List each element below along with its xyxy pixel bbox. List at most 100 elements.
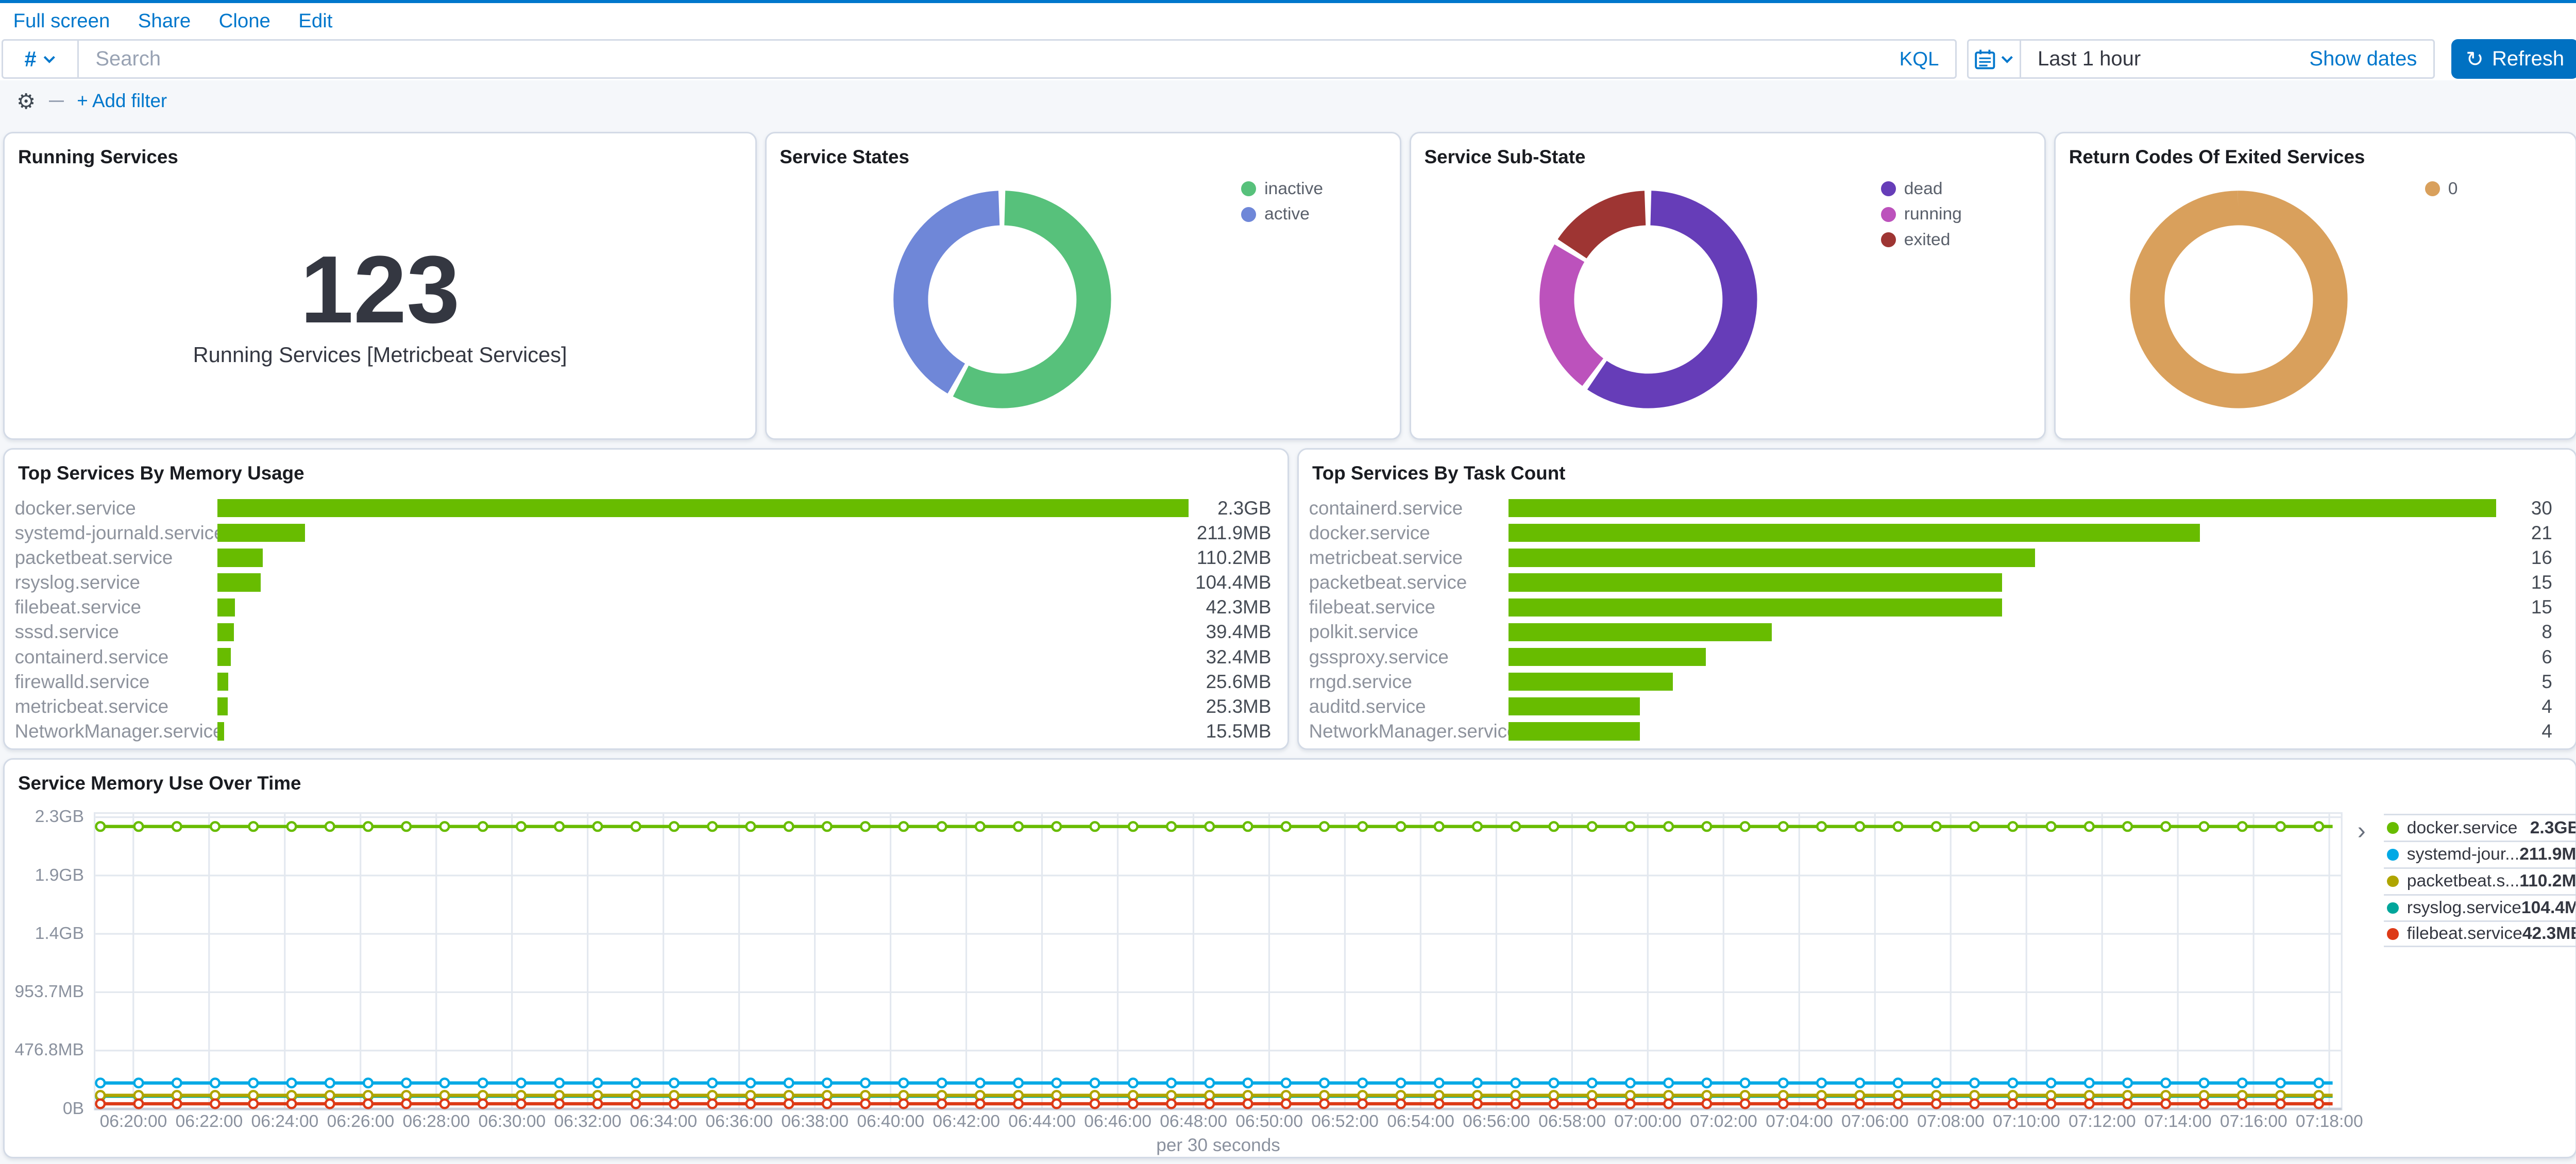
legend-item[interactable]: active [1241, 201, 1323, 227]
legend-item[interactable]: exited [1880, 227, 1962, 253]
edit-link[interactable]: Edit [298, 10, 333, 32]
bar-track [1508, 598, 2496, 617]
bar-row[interactable]: polkit.service 8 [1299, 620, 2575, 644]
bar [1508, 499, 2497, 518]
bar-label: auditd.service [1309, 695, 1426, 717]
filter-bar: ⚙ + Add filter [0, 80, 2576, 122]
return-codes-donut-chart[interactable] [2128, 189, 2349, 410]
legend-item[interactable]: 0 [2425, 176, 2458, 202]
bar-row[interactable]: containerd.service 32.4MB [5, 644, 1287, 669]
bar [217, 598, 235, 617]
task-count-bar-chart: containerd.service 30 docker.service 21 metr… [1299, 496, 2575, 744]
legend-item[interactable]: docker.service 2.3GB [2383, 814, 2575, 841]
search-input[interactable] [79, 47, 1900, 71]
full-screen-link[interactable]: Full screen [13, 10, 110, 32]
panel-title[interactable]: Top Services By Memory Usage [18, 463, 304, 484]
bar-row[interactable]: systemd-journald.service 211.9MB [5, 521, 1287, 545]
legend-item[interactable]: dead [1880, 176, 1962, 202]
bar-row[interactable]: containerd.service 30 [1299, 496, 2575, 521]
legend-item[interactable]: inactive [1241, 176, 1323, 202]
bar-track [217, 524, 1189, 542]
app-header: Full screen Share Clone Edit # KQL [0, 0, 2576, 81]
service-sub-state-donut-chart[interactable] [1538, 189, 1759, 410]
panel-title[interactable]: Service Memory Use Over Time [18, 772, 301, 794]
bar-row[interactable]: metricbeat.service 25.3MB [5, 694, 1287, 719]
share-link[interactable]: Share [138, 10, 191, 32]
show-dates-button[interactable]: Show dates [2309, 47, 2417, 71]
bar-label: NetworkManager.service [1309, 721, 1509, 742]
legend-series-name: docker.service [2406, 818, 2518, 837]
y-axis-tick-label: 953.7MB [14, 982, 84, 1002]
x-axis-tick-label: 06:36:00 [705, 1112, 773, 1132]
bar-row[interactable]: packetbeat.service 15 [1299, 570, 2575, 595]
calendar-button[interactable] [1969, 41, 2022, 78]
bar-track [217, 499, 1189, 518]
service-states-donut-chart[interactable] [892, 189, 1113, 410]
panel-title[interactable]: Return Codes Of Exited Services [2069, 146, 2365, 167]
bar-row[interactable]: docker.service 21 [1299, 521, 2575, 545]
kql-button[interactable]: KQL [1899, 47, 1939, 70]
filter-divider [48, 100, 64, 102]
panel-title[interactable]: Service Sub-State [1424, 146, 1586, 167]
panel-title[interactable]: Running Services [18, 146, 178, 167]
legend-series-value: 42.3MB [2522, 924, 2575, 944]
date-picker: Last 1 hour Show dates [1967, 39, 2435, 79]
refresh-button[interactable]: ↻ Refresh [2451, 39, 2576, 79]
bar [1508, 697, 1640, 716]
gear-icon[interactable]: ⚙ [16, 89, 36, 113]
bar-row[interactable]: filebeat.service 15 [1299, 595, 2575, 620]
bar-row[interactable]: rsyslog.service 104.4MB [5, 570, 1287, 595]
clone-link[interactable]: Clone [218, 10, 270, 32]
legend-item[interactable]: packetbeat.s...110.2MB [2383, 867, 2575, 894]
bar-row[interactable]: metricbeat.service 16 [1299, 545, 2575, 570]
bar-track [217, 722, 1189, 741]
legend-collapse-icon[interactable]: › [2357, 817, 2366, 845]
time-range-value[interactable]: Last 1 hour [2038, 47, 2141, 71]
bar-track [1508, 697, 2496, 716]
legend-swatch-icon [2387, 822, 2399, 834]
x-axis-tick-label: 07:12:00 [2068, 1112, 2136, 1132]
x-axis-tick-label: 06:56:00 [1463, 1112, 1530, 1132]
legend-item[interactable]: systemd-jour...211.9MB [2383, 840, 2575, 867]
bar-row[interactable]: firewalld.service 25.6MB [5, 670, 1287, 694]
bar-label: gssproxy.service [1309, 646, 1449, 667]
bar-row[interactable]: NetworkManager.service 4 [1299, 719, 2575, 744]
x-axis-tick-label: 06:52:00 [1311, 1112, 1379, 1132]
calendar-icon [1975, 49, 1995, 70]
panel-title[interactable]: Top Services By Task Count [1312, 463, 1566, 484]
bar-row[interactable]: auditd.service 4 [1299, 694, 2575, 719]
x-axis-tick-label: 06:30:00 [478, 1112, 546, 1132]
bar-row[interactable]: rngd.service 5 [1299, 670, 2575, 694]
panel-running-services: Running Services 123 Running Services [M… [3, 131, 757, 440]
add-filter-button[interactable]: + Add filter [77, 90, 167, 112]
bar [217, 722, 224, 741]
bar-label: polkit.service [1309, 621, 1419, 643]
panel-title[interactable]: Service States [779, 146, 909, 167]
x-axis-tick-label: 06:22:00 [175, 1112, 243, 1132]
bar-row[interactable]: filebeat.service 42.3MB [5, 595, 1287, 620]
bar [1508, 524, 2200, 542]
bar [1508, 573, 2003, 592]
bar [217, 623, 234, 641]
x-axis-tick-label: 07:10:00 [1993, 1112, 2060, 1132]
bar-label: systemd-journald.service [14, 522, 218, 543]
bar-track [217, 647, 1189, 666]
index-pattern-filter-button[interactable]: # [3, 41, 79, 78]
bar-row[interactable]: packetbeat.service 110.2MB [5, 545, 1287, 570]
bar-row[interactable]: docker.service 2.3GB [5, 496, 1287, 521]
bar-value: 15 [2531, 572, 2552, 593]
bar-row[interactable]: NetworkManager.service 15.5MB [5, 719, 1287, 744]
x-axis-tick-label: 07:02:00 [1690, 1112, 1757, 1132]
legend-item[interactable]: running [1880, 201, 1962, 227]
panel-memory-usage: Top Services By Memory Usage docker.serv… [3, 448, 1290, 750]
x-axis-tick-label: 07:00:00 [1614, 1112, 1682, 1132]
bar-label: docker.service [14, 497, 136, 519]
bar [217, 499, 1189, 518]
bar-value: 4 [2541, 721, 2552, 742]
memory-over-time-line-chart[interactable] [94, 812, 2343, 1111]
bar-row[interactable]: sssd.service 39.4MB [5, 620, 1287, 644]
bar-row[interactable]: gssproxy.service 6 [1299, 644, 2575, 669]
legend-swatch-icon [1880, 181, 1896, 196]
